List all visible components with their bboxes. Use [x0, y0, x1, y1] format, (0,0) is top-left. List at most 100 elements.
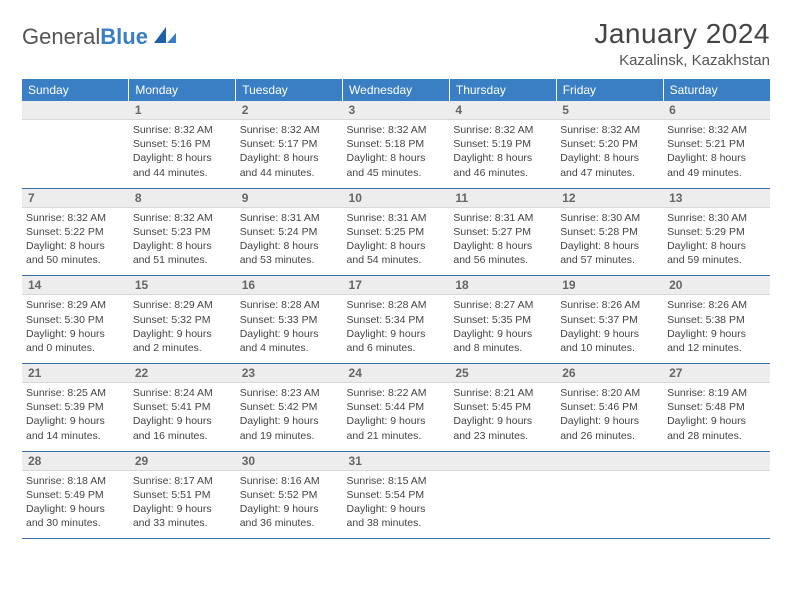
calendar-day-cell: 17Sunrise: 8:28 AMSunset: 5:34 PMDayligh… — [343, 276, 450, 364]
calendar-day-cell: 28Sunrise: 8:18 AMSunset: 5:49 PMDayligh… — [22, 451, 129, 539]
logo-text-b: Blue — [100, 24, 148, 49]
calendar-day-cell: 29Sunrise: 8:17 AMSunset: 5:51 PMDayligh… — [129, 451, 236, 539]
day-number: 23 — [236, 364, 343, 383]
day-number: 16 — [236, 276, 343, 295]
calendar-day-cell: 3Sunrise: 8:32 AMSunset: 5:18 PMDaylight… — [343, 101, 450, 188]
day-number: 12 — [556, 189, 663, 208]
calendar-body: 1Sunrise: 8:32 AMSunset: 5:16 PMDaylight… — [22, 101, 770, 539]
day-number: 25 — [449, 364, 556, 383]
day-content: Sunrise: 8:20 AMSunset: 5:46 PMDaylight:… — [556, 383, 663, 451]
day-content: Sunrise: 8:32 AMSunset: 5:16 PMDaylight:… — [129, 120, 236, 188]
calendar-day-cell: 24Sunrise: 8:22 AMSunset: 5:44 PMDayligh… — [343, 364, 450, 452]
calendar-table: SundayMondayTuesdayWednesdayThursdayFrid… — [22, 79, 770, 539]
day-content: Sunrise: 8:32 AMSunset: 5:19 PMDaylight:… — [449, 120, 556, 188]
title-block: January 2024 Kazalinsk, Kazakhstan — [594, 18, 770, 69]
day-number: 30 — [236, 452, 343, 471]
calendar-day-cell: 21Sunrise: 8:25 AMSunset: 5:39 PMDayligh… — [22, 364, 129, 452]
day-content: Sunrise: 8:30 AMSunset: 5:29 PMDaylight:… — [663, 208, 770, 276]
calendar-day-cell: 25Sunrise: 8:21 AMSunset: 5:45 PMDayligh… — [449, 364, 556, 452]
day-number: 29 — [129, 452, 236, 471]
day-content: Sunrise: 8:32 AMSunset: 5:21 PMDaylight:… — [663, 120, 770, 188]
day-content: Sunrise: 8:16 AMSunset: 5:52 PMDaylight:… — [236, 471, 343, 539]
calendar-day-cell — [449, 451, 556, 539]
calendar-day-cell — [22, 101, 129, 188]
day-content: Sunrise: 8:26 AMSunset: 5:38 PMDaylight:… — [663, 295, 770, 363]
day-content: Sunrise: 8:26 AMSunset: 5:37 PMDaylight:… — [556, 295, 663, 363]
day-content: Sunrise: 8:22 AMSunset: 5:44 PMDaylight:… — [343, 383, 450, 451]
day-content: Sunrise: 8:32 AMSunset: 5:22 PMDaylight:… — [22, 208, 129, 276]
calendar-day-cell: 7Sunrise: 8:32 AMSunset: 5:22 PMDaylight… — [22, 188, 129, 276]
calendar-day-cell — [663, 451, 770, 539]
day-number: 7 — [22, 189, 129, 208]
calendar-day-cell: 9Sunrise: 8:31 AMSunset: 5:24 PMDaylight… — [236, 188, 343, 276]
calendar-day-cell: 20Sunrise: 8:26 AMSunset: 5:38 PMDayligh… — [663, 276, 770, 364]
day-content: Sunrise: 8:21 AMSunset: 5:45 PMDaylight:… — [449, 383, 556, 451]
calendar-day-cell: 18Sunrise: 8:27 AMSunset: 5:35 PMDayligh… — [449, 276, 556, 364]
calendar-day-cell — [556, 451, 663, 539]
location: Kazalinsk, Kazakhstan — [594, 52, 770, 69]
day-number: 19 — [556, 276, 663, 295]
calendar-day-cell: 27Sunrise: 8:19 AMSunset: 5:48 PMDayligh… — [663, 364, 770, 452]
logo-text-a: General — [22, 24, 100, 49]
day-number: 18 — [449, 276, 556, 295]
day-content: Sunrise: 8:18 AMSunset: 5:49 PMDaylight:… — [22, 471, 129, 539]
calendar-week-row: 28Sunrise: 8:18 AMSunset: 5:49 PMDayligh… — [22, 451, 770, 539]
calendar-week-row: 21Sunrise: 8:25 AMSunset: 5:39 PMDayligh… — [22, 364, 770, 452]
day-content: Sunrise: 8:31 AMSunset: 5:27 PMDaylight:… — [449, 208, 556, 276]
day-content-empty — [449, 471, 556, 533]
day-number: 9 — [236, 189, 343, 208]
calendar-day-cell: 8Sunrise: 8:32 AMSunset: 5:23 PMDaylight… — [129, 188, 236, 276]
day-number-empty — [663, 452, 770, 471]
day-number-empty — [22, 101, 129, 120]
day-number: 21 — [22, 364, 129, 383]
day-number: 11 — [449, 189, 556, 208]
calendar-day-cell: 30Sunrise: 8:16 AMSunset: 5:52 PMDayligh… — [236, 451, 343, 539]
logo-text: GeneralBlue — [22, 24, 148, 50]
day-content-empty — [663, 471, 770, 533]
calendar-day-cell: 23Sunrise: 8:23 AMSunset: 5:42 PMDayligh… — [236, 364, 343, 452]
day-content: Sunrise: 8:27 AMSunset: 5:35 PMDaylight:… — [449, 295, 556, 363]
day-number: 15 — [129, 276, 236, 295]
day-number: 2 — [236, 101, 343, 120]
weekday-header: Sunday — [22, 79, 129, 101]
calendar-day-cell: 26Sunrise: 8:20 AMSunset: 5:46 PMDayligh… — [556, 364, 663, 452]
calendar-day-cell: 31Sunrise: 8:15 AMSunset: 5:54 PMDayligh… — [343, 451, 450, 539]
calendar-day-cell: 2Sunrise: 8:32 AMSunset: 5:17 PMDaylight… — [236, 101, 343, 188]
day-number: 31 — [343, 452, 450, 471]
day-content: Sunrise: 8:29 AMSunset: 5:30 PMDaylight:… — [22, 295, 129, 363]
day-content: Sunrise: 8:32 AMSunset: 5:17 PMDaylight:… — [236, 120, 343, 188]
calendar-day-cell: 5Sunrise: 8:32 AMSunset: 5:20 PMDaylight… — [556, 101, 663, 188]
day-content: Sunrise: 8:31 AMSunset: 5:24 PMDaylight:… — [236, 208, 343, 276]
day-content: Sunrise: 8:17 AMSunset: 5:51 PMDaylight:… — [129, 471, 236, 539]
day-content: Sunrise: 8:32 AMSunset: 5:18 PMDaylight:… — [343, 120, 450, 188]
calendar-week-row: 14Sunrise: 8:29 AMSunset: 5:30 PMDayligh… — [22, 276, 770, 364]
day-content: Sunrise: 8:32 AMSunset: 5:23 PMDaylight:… — [129, 208, 236, 276]
calendar-day-cell: 11Sunrise: 8:31 AMSunset: 5:27 PMDayligh… — [449, 188, 556, 276]
weekday-header: Monday — [129, 79, 236, 101]
day-number: 20 — [663, 276, 770, 295]
calendar-week-row: 1Sunrise: 8:32 AMSunset: 5:16 PMDaylight… — [22, 101, 770, 188]
calendar-day-cell: 13Sunrise: 8:30 AMSunset: 5:29 PMDayligh… — [663, 188, 770, 276]
day-number: 6 — [663, 101, 770, 120]
day-content-empty — [22, 120, 129, 182]
day-number: 24 — [343, 364, 450, 383]
day-number: 22 — [129, 364, 236, 383]
weekday-header: Saturday — [663, 79, 770, 101]
day-content: Sunrise: 8:15 AMSunset: 5:54 PMDaylight:… — [343, 471, 450, 539]
calendar-day-cell: 6Sunrise: 8:32 AMSunset: 5:21 PMDaylight… — [663, 101, 770, 188]
weekday-header: Thursday — [449, 79, 556, 101]
day-content: Sunrise: 8:28 AMSunset: 5:34 PMDaylight:… — [343, 295, 450, 363]
day-number: 27 — [663, 364, 770, 383]
calendar-day-cell: 22Sunrise: 8:24 AMSunset: 5:41 PMDayligh… — [129, 364, 236, 452]
day-number: 8 — [129, 189, 236, 208]
day-number: 4 — [449, 101, 556, 120]
calendar-day-cell: 16Sunrise: 8:28 AMSunset: 5:33 PMDayligh… — [236, 276, 343, 364]
weekday-header: Wednesday — [343, 79, 450, 101]
calendar-day-cell: 12Sunrise: 8:30 AMSunset: 5:28 PMDayligh… — [556, 188, 663, 276]
day-number: 14 — [22, 276, 129, 295]
day-number-empty — [556, 452, 663, 471]
calendar-day-cell: 10Sunrise: 8:31 AMSunset: 5:25 PMDayligh… — [343, 188, 450, 276]
day-content: Sunrise: 8:30 AMSunset: 5:28 PMDaylight:… — [556, 208, 663, 276]
calendar-day-cell: 14Sunrise: 8:29 AMSunset: 5:30 PMDayligh… — [22, 276, 129, 364]
month-title: January 2024 — [594, 18, 770, 50]
